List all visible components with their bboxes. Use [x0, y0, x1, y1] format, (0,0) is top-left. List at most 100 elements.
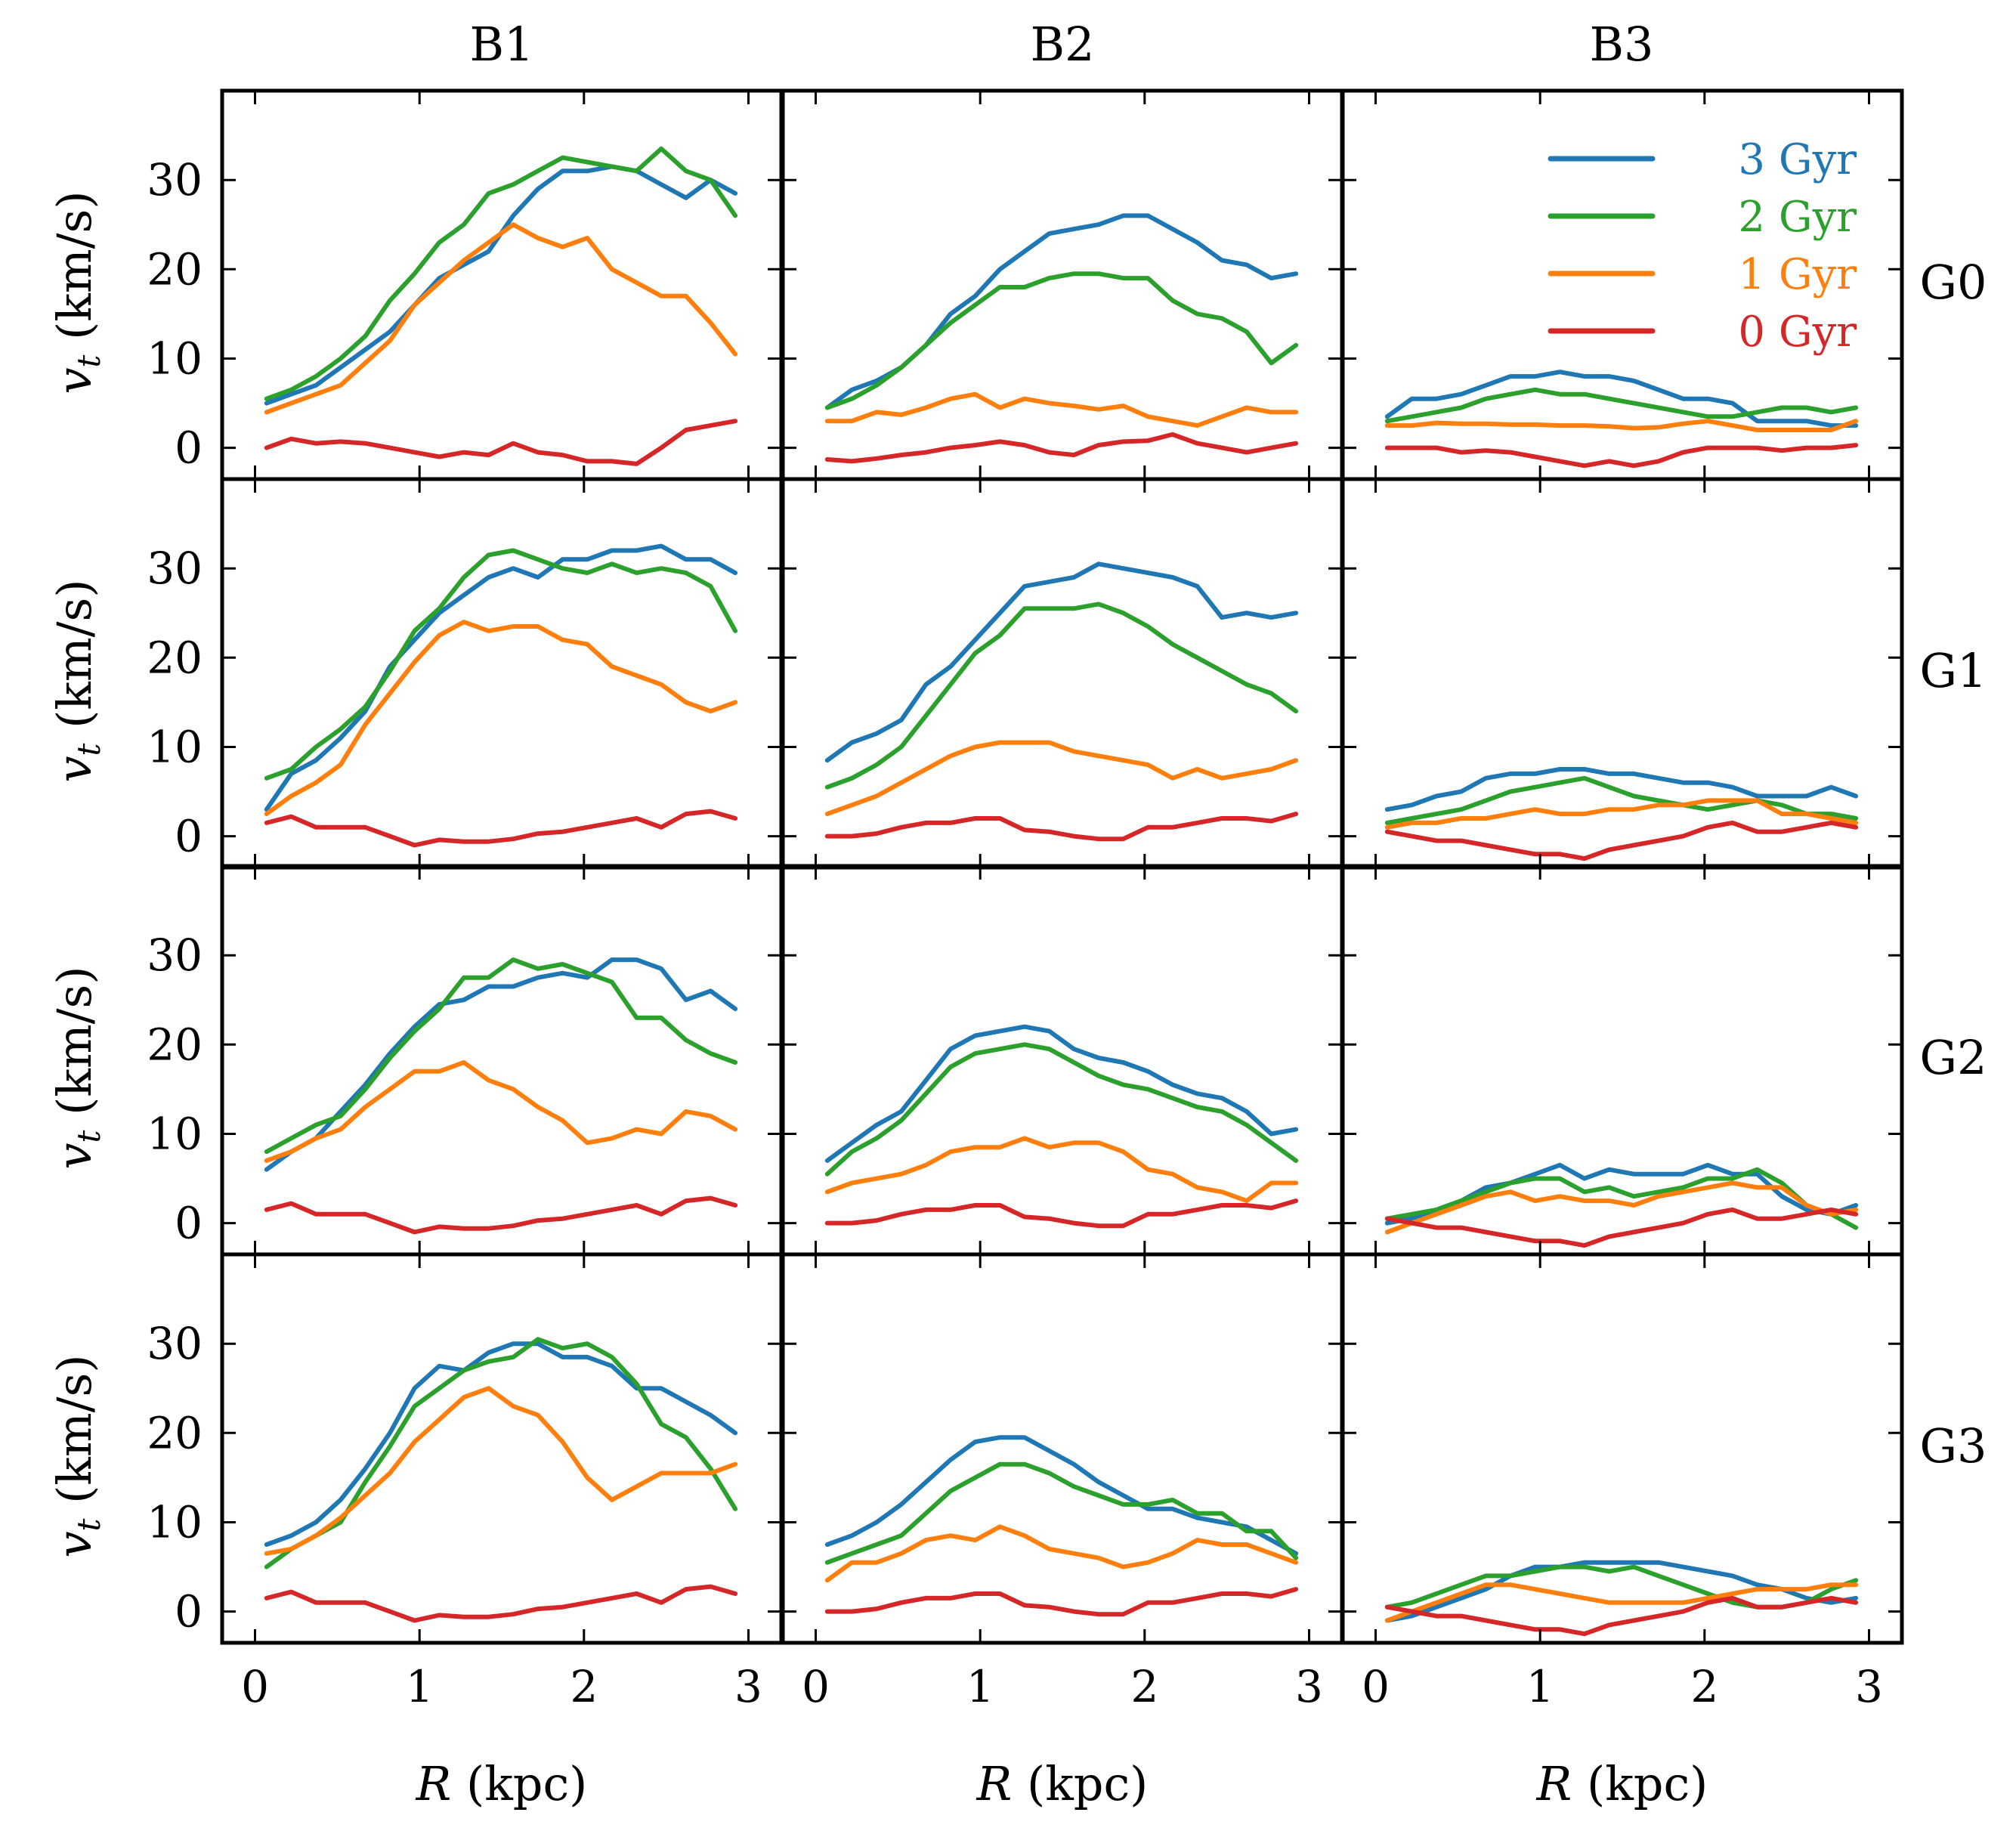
series-line-0-gyr-b3-g2: [1384, 1207, 1859, 1248]
panel-frame-b2-g0: [781, 88, 1344, 481]
panel-frame-b2-g1: [781, 477, 1344, 870]
series-line-1-gyr-b3-g1: [1384, 798, 1859, 830]
series-line-3-gyr-b1-g2: [264, 957, 738, 1172]
series-line-0-gyr-b2-g2: [824, 1198, 1299, 1229]
text-layer: B1 B2 B3 G0 G1 G2 G3: [469, 17, 1987, 1474]
series-line-3-gyr-b1-g0: [264, 164, 738, 406]
x-axis-label: R (kpc): [1536, 1756, 1708, 1811]
legend-label-1-gyr: 1 Gyr: [1738, 250, 1857, 299]
ytick-label: 10: [147, 332, 203, 384]
ytick-label: 20: [147, 632, 203, 683]
panel-b3-g2: [1340, 864, 1904, 1257]
panel-b2-g2: [781, 864, 1344, 1257]
series-line-2-gyr-b2-g3: [824, 1461, 1299, 1565]
series-line-3-gyr-b1-g1: [264, 543, 738, 812]
legend-label-3-gyr: 3 Gyr: [1738, 135, 1857, 184]
ytick-label: 10: [147, 721, 203, 772]
xtick-label: 2: [1690, 1661, 1718, 1712]
ytick-label: 10: [147, 1496, 203, 1548]
xtick-label: 1: [1526, 1661, 1554, 1712]
xtick-label: 2: [1130, 1661, 1158, 1712]
series-line-0-gyr-b1-g1: [264, 809, 738, 848]
series-line-1-gyr-b1-g3: [264, 1386, 738, 1556]
column-title-b2: B2: [1030, 17, 1094, 72]
xtick-label: 3: [734, 1661, 762, 1712]
series-line-0-gyr-b3-g0: [1384, 443, 1859, 469]
row-title-g3: G3: [1920, 1418, 1987, 1474]
legend-label-0-gyr: 0 Gyr: [1738, 308, 1857, 357]
series-line-1-gyr-b3-g0: [1384, 419, 1859, 432]
row-title-g0: G0: [1920, 255, 1987, 310]
series-line-0-gyr-b1-g3: [264, 1584, 738, 1623]
xtick-label: 0: [241, 1661, 269, 1712]
y-axis-label: vt (km/s): [47, 579, 107, 782]
panel-frame-b2-g2: [781, 864, 1344, 1257]
series-line-0-gyr-b1-g2: [264, 1195, 738, 1235]
series-line-1-gyr-b2-g3: [824, 1524, 1299, 1583]
series-line-2-gyr-b3-g1: [1384, 775, 1859, 825]
panel-b1-g3: 0 10 20 30 vt (km/s) 0 1 2 3 R (kpc): [47, 1252, 784, 1811]
ytick-label: 0: [175, 811, 203, 862]
series-line-3-gyr-b3-g0: [1384, 370, 1859, 428]
series-line-1-gyr-b1-g1: [264, 620, 738, 817]
panel-b3-g3: 0 1 2 3 R (kpc): [1340, 1252, 1904, 1811]
series-line-0-gyr-b2-g1: [824, 812, 1299, 842]
ytick-label: 0: [175, 422, 203, 474]
ytick-label: 20: [147, 1019, 203, 1070]
xtick-label: 3: [1295, 1661, 1323, 1712]
x-axis-label: R (kpc): [416, 1756, 588, 1811]
series-line-1-gyr-b2-g2: [824, 1136, 1299, 1204]
panel-b1-g2: 0 10 20 30 vt (km/s): [47, 864, 784, 1257]
series-line-3-gyr-b2-g3: [824, 1435, 1299, 1556]
series-line-0-gyr-b2-g3: [824, 1587, 1299, 1617]
ytick-label: 0: [175, 1586, 203, 1638]
series-line-2-gyr-b1-g1: [264, 548, 738, 781]
legend-label-2-gyr: 2 Gyr: [1738, 193, 1857, 242]
series-line-3-gyr-b2-g0: [824, 213, 1299, 410]
series-line-0-gyr-b1-g0: [264, 419, 738, 466]
row-title-g1: G1: [1920, 643, 1987, 698]
column-title-b1: B1: [469, 17, 533, 72]
series-line-0-gyr-b2-g0: [824, 431, 1299, 464]
series-line-3-gyr-b2-g1: [824, 561, 1299, 763]
panel-b2-g0: [781, 88, 1344, 481]
ytick-label: 10: [147, 1108, 203, 1159]
series-line-1-gyr-b1-g0: [264, 222, 738, 415]
ytick-label: 30: [147, 154, 203, 206]
series-line-1-gyr-b1-g2: [264, 1060, 738, 1163]
legend: 3 Gyr 2 Gyr 1 Gyr 0 Gyr: [1548, 135, 1857, 357]
panel-frame-b3-g3: [1340, 1252, 1904, 1645]
series-line-2-gyr-b1-g3: [264, 1337, 738, 1569]
panel-frame-b2-g3: [781, 1252, 1344, 1645]
y-axis-label: vt (km/s): [47, 966, 107, 1169]
y-axis-label: vt (km/s): [47, 190, 107, 394]
ytick-label: 20: [147, 243, 203, 295]
series-line-1-gyr-b3-g3: [1384, 1582, 1859, 1623]
series-line-1-gyr-b2-g1: [824, 740, 1299, 817]
panel-frame-b1-g0: [220, 88, 784, 481]
series-line-3-gyr-b2-g2: [824, 1024, 1299, 1163]
column-title-b3: B3: [1589, 17, 1653, 72]
series-line-2-gyr-b3-g2: [1384, 1167, 1859, 1230]
series-line-3-gyr-b3-g1: [1384, 767, 1859, 812]
series-line-0-gyr-b3-g1: [1384, 820, 1859, 861]
ytick-label: 20: [147, 1407, 203, 1458]
panel-b1-g0: 0 10 20 30 vt (km/s): [47, 88, 784, 481]
series-line-1-gyr-b3-g2: [1384, 1180, 1859, 1235]
panel-b2-g3: 0 1 2 3 R (kpc): [781, 1252, 1344, 1811]
series-line-2-gyr-b2-g1: [824, 602, 1299, 790]
xtick-label: 1: [966, 1661, 994, 1712]
panel-b1-g1: 0 10 20 30 vt (km/s): [47, 477, 784, 870]
series-line-1-gyr-b2-g0: [824, 391, 1299, 428]
series-line-2-gyr-b1-g2: [264, 957, 738, 1155]
series-line-2-gyr-b3-g0: [1384, 387, 1859, 424]
xtick-label: 0: [1362, 1661, 1390, 1712]
ytick-label: 30: [147, 1318, 203, 1369]
panel-b3-g1: [1340, 477, 1904, 870]
y-axis-label: vt (km/s): [47, 1354, 107, 1557]
x-axis-label: R (kpc): [976, 1756, 1149, 1811]
ytick-label: 30: [147, 929, 203, 981]
ytick-label: 0: [175, 1198, 203, 1249]
